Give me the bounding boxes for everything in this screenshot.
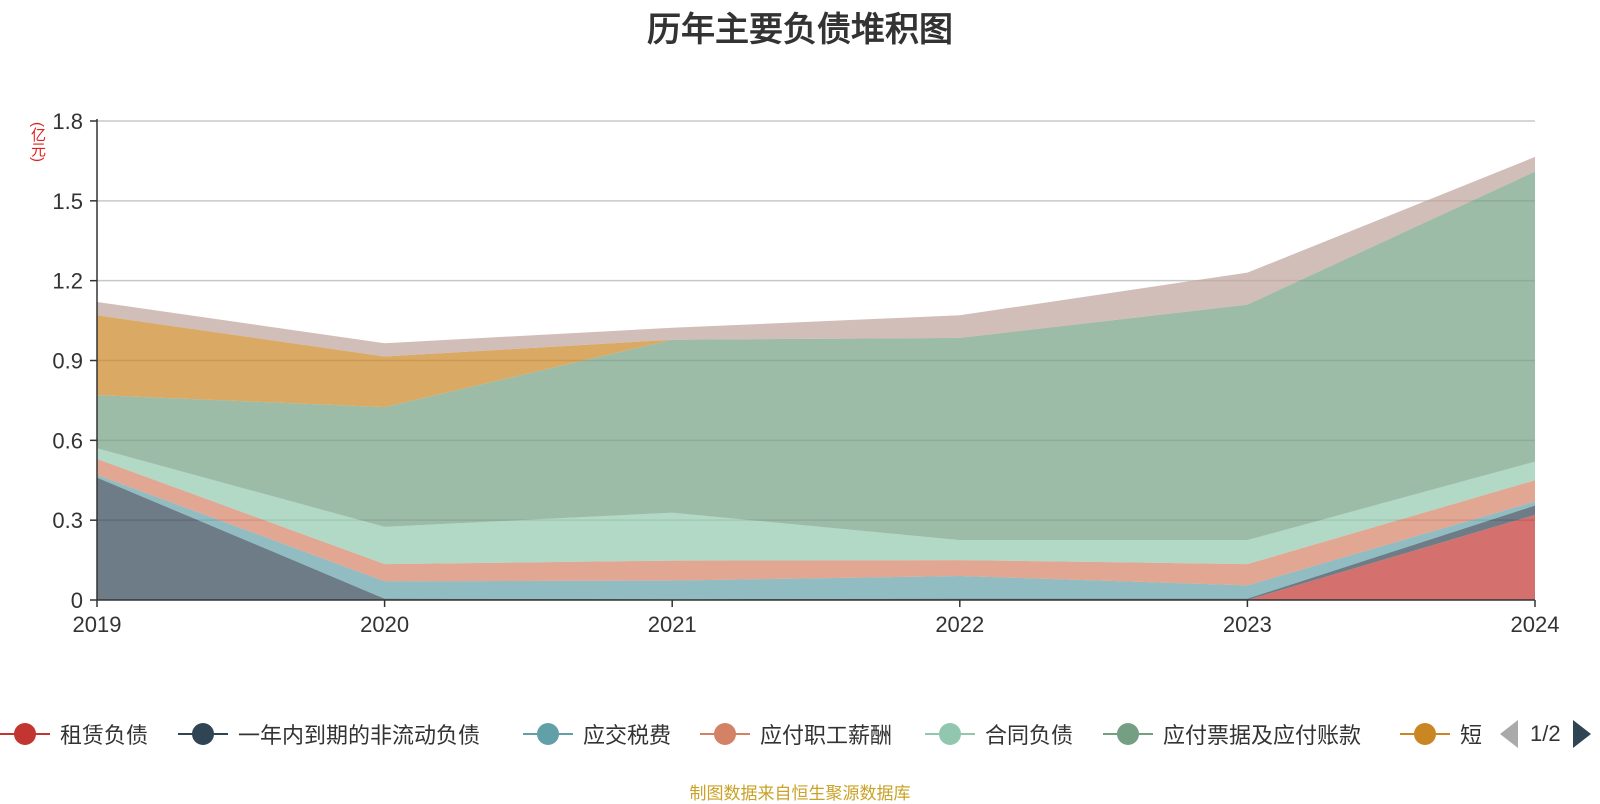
legend-marker-icon — [700, 721, 750, 747]
legend-marker-icon — [178, 721, 228, 747]
y-tick-label: 0.6 — [52, 428, 83, 453]
y-axis-unit-label: (亿元) — [29, 122, 46, 162]
area-series-5[interactable] — [97, 171, 1535, 541]
chart-title: 历年主要负债堆积图 — [647, 11, 953, 49]
x-tick-label: 2019 — [73, 612, 122, 637]
legend-marker-icon — [1103, 721, 1153, 747]
legend-page-indicator: 1/2 — [1530, 721, 1561, 746]
stacked-area-chart: 0 0.3 0.6 0.9 1.2 1.5 1.8 2019 2020 2021 2022 2023 2… — [52, 109, 1559, 637]
y-tick-label: 1.8 — [52, 109, 83, 134]
area-series — [97, 156, 1535, 600]
legend-pager: 1/2 — [1496, 714, 1600, 754]
legend: 租赁负债 一年内到期的非流动负债 应交税费 应付职工薪酬 合同负债 应付票据及应付账款 短 — [0, 714, 1600, 754]
legend-item[interactable]: 短 — [1400, 714, 1482, 754]
area-series-1[interactable] — [97, 477, 1535, 600]
legend-label: 应交税费 — [583, 723, 672, 748]
legend-label: 租赁负债 — [60, 723, 149, 748]
y-tick-label: 1.2 — [52, 269, 83, 294]
legend-item[interactable]: 租赁负债 — [0, 714, 148, 754]
legend-label: 短 — [1460, 723, 1483, 748]
x-tick-label: 2022 — [935, 612, 984, 637]
y-tick-label: 0.3 — [52, 508, 83, 533]
legend-marker-icon — [1400, 721, 1450, 747]
axes: 0 0.3 0.6 0.9 1.2 1.5 1.8 2019 2020 2021 2022 2023 2… — [52, 109, 1559, 637]
legend-item[interactable]: 应付职工薪酬 — [700, 714, 892, 754]
legend-marker-icon — [0, 721, 50, 747]
x-tick-label: 2020 — [360, 612, 409, 637]
legend-label: 合同负债 — [985, 723, 1074, 748]
x-tick-label: 2024 — [1511, 612, 1560, 637]
legend-label: 应付职工薪酬 — [760, 723, 893, 748]
legend-next-page-arrow-icon[interactable] — [1572, 720, 1591, 748]
area-series-7[interactable] — [97, 156, 1535, 357]
area-series-0[interactable] — [97, 514, 1535, 600]
legend-item[interactable]: 一年内到期的非流动负债 — [178, 714, 480, 754]
x-tick-label: 2021 — [648, 612, 697, 637]
legend-marker-icon — [523, 721, 573, 747]
x-tick-label: 2023 — [1223, 612, 1272, 637]
legend-item[interactable]: 合同负债 — [925, 714, 1073, 754]
area-series-4[interactable] — [97, 448, 1535, 565]
legend-label: 应付票据及应付账款 — [1163, 723, 1362, 748]
legend-label: 一年内到期的非流动负债 — [238, 723, 481, 748]
y-tick-label: 1.5 — [52, 189, 83, 214]
source-note: 制图数据来自恒生聚源数据库 — [689, 784, 911, 803]
legend-item[interactable]: 应付票据及应付账款 — [1103, 714, 1361, 754]
legend-prev-page-arrow-icon[interactable] — [1500, 720, 1518, 748]
legend-marker-icon — [925, 721, 975, 747]
area-series-6[interactable] — [97, 171, 1535, 408]
y-tick-label: 0.9 — [52, 349, 83, 374]
y-tick-label: 0 — [71, 588, 83, 613]
legend-item[interactable]: 应交税费 — [523, 714, 671, 754]
